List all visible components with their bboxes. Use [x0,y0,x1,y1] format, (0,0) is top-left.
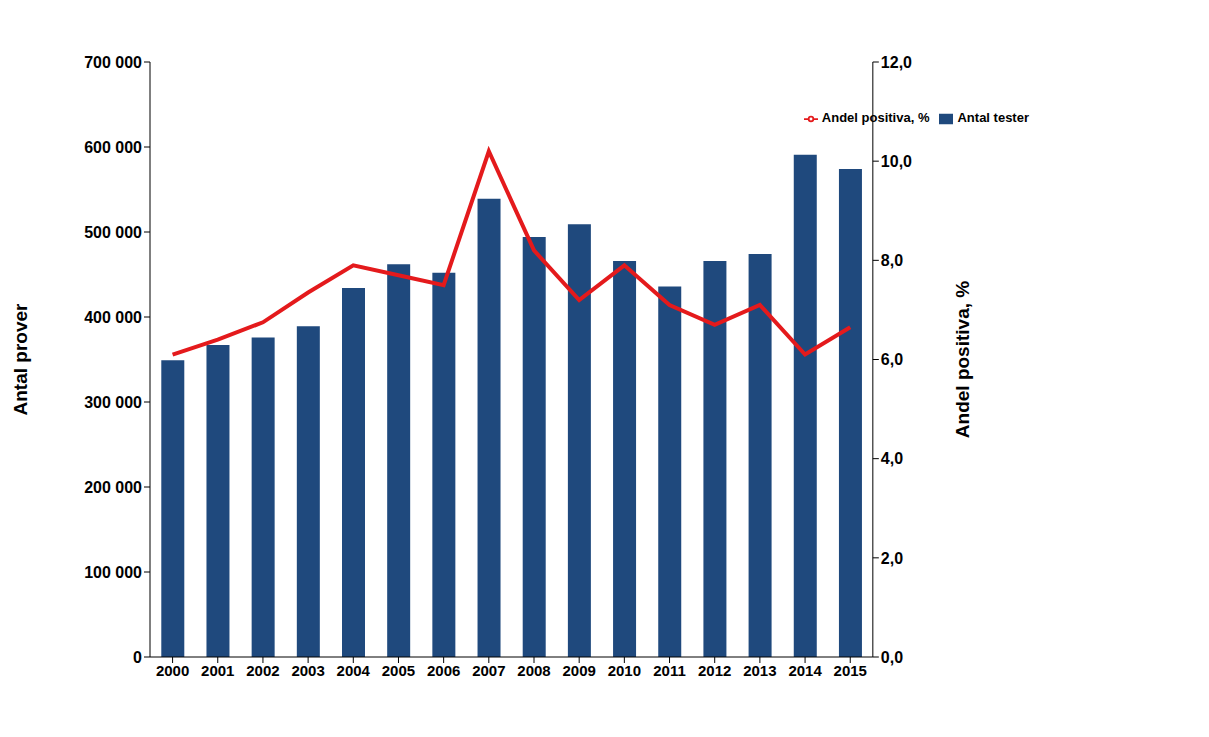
html-text:Andel positiva, %: Andel positiva, % [821,110,930,125]
svg-text:500 000: 500 000 [84,224,142,241]
svg-text:2014: 2014 [788,662,822,679]
svg-text:400 000: 400 000 [84,309,142,326]
svg-text:2008: 2008 [517,662,550,679]
svg-text:2009: 2009 [562,662,595,679]
svg-text:2005: 2005 [382,662,415,679]
svg-text:2004: 2004 [337,662,371,679]
svg-text:600 000: 600 000 [84,139,142,156]
html-text:Antal tester: Antal tester [957,110,1029,125]
svg-text:2010: 2010 [608,662,641,679]
svg-text:100 000: 100 000 [84,564,142,581]
svg-text:2013: 2013 [743,662,776,679]
svg-text:2012: 2012 [698,662,731,679]
svg-text:10,0: 10,0 [881,153,912,170]
svg-text:2002: 2002 [246,662,279,679]
svg-text:2003: 2003 [291,662,324,679]
svg-text:6,0: 6,0 [881,351,903,368]
svg-text:200 000: 200 000 [84,479,142,496]
svg-text:Antal prover: Antal prover [10,303,31,416]
svg-text:8,0: 8,0 [881,252,903,269]
svg-text:2001: 2001 [201,662,234,679]
svg-text:12,0: 12,0 [881,54,912,71]
svg-text:2015: 2015 [834,662,867,679]
svg-text:2007: 2007 [472,662,505,679]
svg-text:0,0: 0,0 [881,649,903,666]
svg-text:Andel positiva, %: Andel positiva, % [952,281,973,438]
svg-text:300 000: 300 000 [84,394,142,411]
svg-text:4,0: 4,0 [881,450,903,467]
svg-text:2011: 2011 [653,662,686,679]
svg-text:700 000: 700 000 [84,54,142,71]
svg-text:0: 0 [133,649,142,666]
svg-text:2000: 2000 [156,662,189,679]
svg-text:2006: 2006 [427,662,460,679]
svg-text:2,0: 2,0 [881,550,903,567]
